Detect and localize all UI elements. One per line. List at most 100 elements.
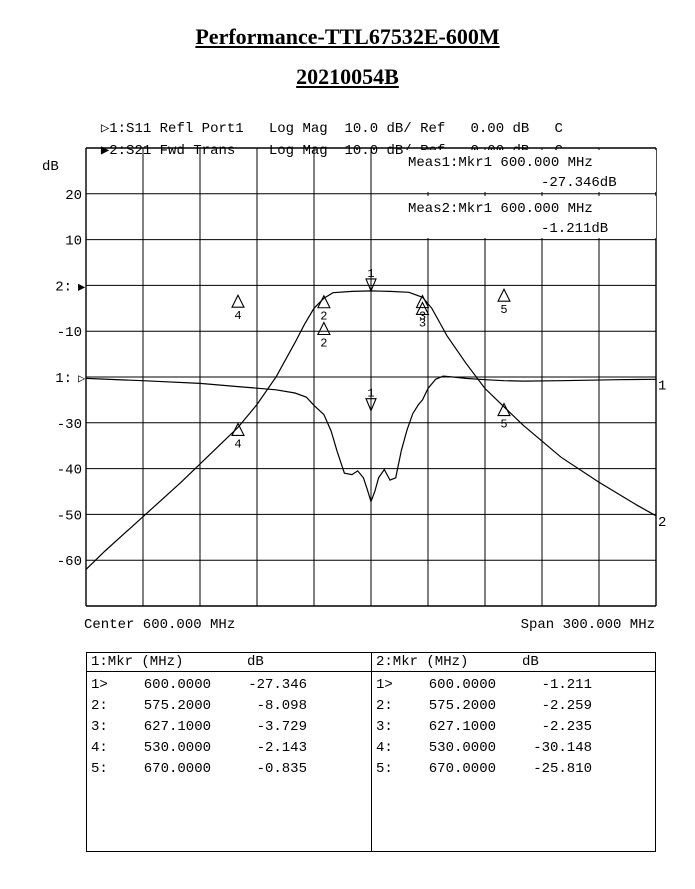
marker-1-2-icon <box>316 321 331 336</box>
marker-2-3-label: 3 <box>419 310 426 324</box>
table-cell-db: -3.729 <box>256 719 307 735</box>
table-cell-freq: 627.1000 <box>428 719 496 735</box>
meas-2-box <box>404 196 656 238</box>
marker-1-4-label: 4 <box>234 309 241 323</box>
marker-2-2-label: 2 <box>320 310 327 324</box>
marker-2-2-icon <box>316 294 331 309</box>
table-header-mkr: 1:Mkr (MHz) <box>91 654 184 670</box>
meas-1-line1: Meas1:Mkr1 600.000 MHz <box>408 155 593 171</box>
table-cell-id: 2: <box>376 698 393 714</box>
meas-2-line2: -1.211dB <box>541 221 608 237</box>
table-cell-freq: 530.0000 <box>143 740 211 756</box>
meas-1-line2: -27.346dB <box>541 175 617 191</box>
table-row: 1> 600.0000 -1.211 <box>372 677 656 697</box>
marker-1-1-label: 1 <box>367 387 374 401</box>
table-cell-db: -8.098 <box>256 698 307 714</box>
table-cell-freq: 530.0000 <box>428 740 496 756</box>
table-header-db: dB <box>522 654 539 670</box>
span-label: Span 300.000 MHz <box>521 617 655 633</box>
table-cell-id: 3: <box>91 719 108 735</box>
trace-1-end-label: 1 <box>658 378 666 394</box>
marker-table-trace-2: 2:Mkr (MHz) dB 1> 600.0000 -1.211 2: 575.2000 -… <box>372 653 656 851</box>
table-header-mkr: 2:Mkr (MHz) <box>376 654 469 670</box>
y-tick-labels: 20 10 2: ▶ -10 1: ▷ -30 -40 -50 -60 <box>55 188 86 570</box>
table-cell-freq: 575.2000 <box>143 698 211 714</box>
y-tick-label: 20 <box>65 188 82 204</box>
chart-markers: 1 2 3 4 5 1 2 3 4 5 <box>231 267 511 451</box>
table-cell-freq: 670.0000 <box>143 761 211 777</box>
marker-2-5-icon <box>497 402 511 417</box>
table-cell-id: 1> <box>376 677 393 693</box>
marker-1-3-icon <box>415 301 430 316</box>
marker-2-4-icon <box>231 422 245 437</box>
trace-1-label: 1:S11 Refl Port1 Log Mag 10.0 dB/ Ref 0.… <box>109 121 563 137</box>
table-row: 5: 670.0000 -25.810 <box>372 761 656 781</box>
table-cell-db: -25.810 <box>533 761 592 777</box>
marker-1-5-label: 5 <box>500 303 507 317</box>
table-cell-freq: 600.0000 <box>143 677 211 693</box>
table-row: 2: 575.2000 -8.098 <box>87 698 371 718</box>
reference-marker-icon: ▷ <box>78 372 86 386</box>
table-divider <box>371 653 372 851</box>
y-tick-label: 10 <box>65 234 82 250</box>
table-cell-db: -2.259 <box>541 698 592 714</box>
table-cell-id: 3: <box>376 719 393 735</box>
marker-2-4-label: 4 <box>234 437 241 451</box>
table-row: 1> 600.0000 -27.346 <box>87 677 371 697</box>
table-row: 3: 627.1000 -2.235 <box>372 719 656 739</box>
table-cell-id: 5: <box>376 761 393 777</box>
y-tick-label: -50 <box>57 508 82 524</box>
table-row: 5: 670.0000 -0.835 <box>87 761 371 781</box>
meas-2-line1: Meas2:Mkr1 600.000 MHz <box>408 201 593 217</box>
meas-1-box <box>404 150 656 192</box>
table-cell-id: 4: <box>91 740 108 756</box>
table-cell-freq: 670.0000 <box>428 761 496 777</box>
marker-2-5-label: 5 <box>500 418 507 432</box>
table-cell-db: -30.148 <box>533 740 592 756</box>
table-cell-id: 1> <box>91 677 108 693</box>
marker-1-2-label: 2 <box>320 336 327 350</box>
y-tick-label: -60 <box>57 554 82 570</box>
trace-2-marker-icon: ▶ <box>100 143 110 159</box>
y-axis-label: dB <box>42 159 59 175</box>
table-row: 4: 530.0000 -2.143 <box>87 740 371 760</box>
table-cell-id: 5: <box>91 761 108 777</box>
marker-1-4-icon <box>231 293 245 308</box>
marker-1-1-icon <box>365 398 377 413</box>
page-subtitle: 20210054B <box>296 64 399 89</box>
table-header-rule <box>87 671 655 672</box>
table-cell-freq: 627.1000 <box>143 719 211 735</box>
marker-1-5-icon <box>497 287 511 302</box>
chart-traces: 12 <box>85 290 666 570</box>
table-row: 4: 530.0000 -30.148 <box>372 740 656 760</box>
y-tick-label: -40 <box>57 463 82 479</box>
y-tick-label: 2: <box>55 279 72 295</box>
y-tick-label: 1: <box>55 371 72 387</box>
marker-table: 1:Mkr (MHz) dB 1> 600.0000 -27.346 2: 575.2000… <box>86 652 656 852</box>
table-row: 3: 627.1000 -3.729 <box>87 719 371 739</box>
table-cell-id: 2: <box>91 698 108 714</box>
marker-table-trace-1: 1:Mkr (MHz) dB 1> 600.0000 -27.346 2: 575.2000… <box>87 653 371 851</box>
marker-1-3-label: 3 <box>419 316 426 330</box>
center-frequency-label: Center 600.000 MHz <box>84 617 235 633</box>
chart-grid <box>85 147 657 607</box>
trace-1-marker-icon: ▷ <box>100 121 110 137</box>
marker-2-1-label: 1 <box>367 267 374 281</box>
table-cell-db: -2.143 <box>256 740 307 756</box>
marker-2-1-icon <box>365 278 377 293</box>
table-cell-db: -0.835 <box>256 761 307 777</box>
page-title: Performance-TTL67532E-600M <box>195 24 500 49</box>
reference-marker-icon: ▶ <box>78 280 86 294</box>
table-cell-db: -27.346 <box>248 677 307 693</box>
table-header-db: dB <box>247 654 264 670</box>
table-cell-freq: 575.2000 <box>428 698 496 714</box>
y-tick-label: -30 <box>57 417 82 433</box>
y-tick-label: -10 <box>57 325 82 341</box>
table-cell-db: -1.211 <box>541 677 592 693</box>
trace-1-line <box>85 375 657 504</box>
table-cell-db: -2.235 <box>541 719 592 735</box>
trace-1-header: ▷1:S11 Refl Port1 Log Mag 10.0 dB/ Ref 0… <box>84 104 563 137</box>
trace-2-end-label: 2 <box>658 515 666 531</box>
table-cell-freq: 600.0000 <box>428 677 496 693</box>
